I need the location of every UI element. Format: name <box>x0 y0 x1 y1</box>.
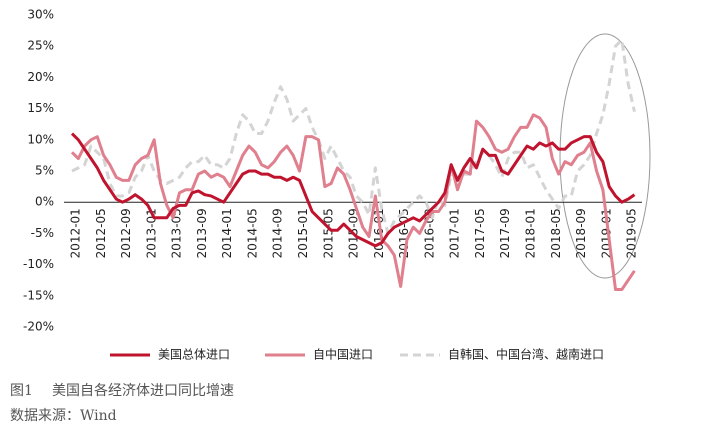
x-tick-label: 2018-05 <box>549 208 563 258</box>
x-tick-label: 2014-05 <box>245 208 259 258</box>
x-tick-label: 2014-01 <box>220 208 234 258</box>
y-tick-label: -10% <box>23 257 54 271</box>
y-tick-label: 20% <box>27 70 54 84</box>
legend-label: 自韩国、中国台湾、越南进口 <box>448 347 604 362</box>
y-tick-label: 15% <box>27 101 54 115</box>
y-tick-label: 30% <box>27 8 54 22</box>
series-line <box>70 113 636 292</box>
x-tick-label: 2012-09 <box>119 208 133 258</box>
y-tick-label: 5% <box>35 164 54 178</box>
legend-label: 美国总体进口 <box>158 348 230 362</box>
x-tick-label: 2017-09 <box>498 208 512 258</box>
y-tick-label: 10% <box>27 132 54 146</box>
figure-title: 美国自各经济体进口同比增速 <box>52 383 234 399</box>
y-tick-label: 0% <box>35 195 54 209</box>
y-tick-label: -15% <box>23 288 54 302</box>
figure-number: 图1 <box>10 383 33 399</box>
x-tick-label: 2019-05 <box>625 208 639 258</box>
series-line <box>71 38 636 235</box>
x-tick-label: 2012-05 <box>94 208 108 258</box>
x-tick-label: 2012-01 <box>69 208 83 258</box>
figure-source: 数据来源：Wind <box>10 408 117 424</box>
series-line <box>70 132 636 248</box>
x-tick-label: 2013-05 <box>170 208 184 258</box>
x-tick-label: 2018-09 <box>574 208 588 258</box>
x-tick-label: 2013-01 <box>144 208 158 258</box>
x-tick-label: 2015-01 <box>296 208 310 258</box>
x-tick-label: 2014-09 <box>271 208 285 258</box>
y-tick-label: -5% <box>31 226 54 240</box>
highlight-ellipse <box>559 33 651 279</box>
x-tick-label: 2017-01 <box>448 208 462 258</box>
y-tick-label: -20% <box>23 320 54 334</box>
y-tick-label: 25% <box>27 39 54 53</box>
legend-label: 自中国进口 <box>313 347 373 362</box>
x-tick-label: 2015-05 <box>321 208 335 258</box>
x-tick-label: 2013-09 <box>195 208 209 258</box>
x-tick-label: 2017-05 <box>473 208 487 258</box>
x-tick-label: 2018-01 <box>524 208 538 258</box>
